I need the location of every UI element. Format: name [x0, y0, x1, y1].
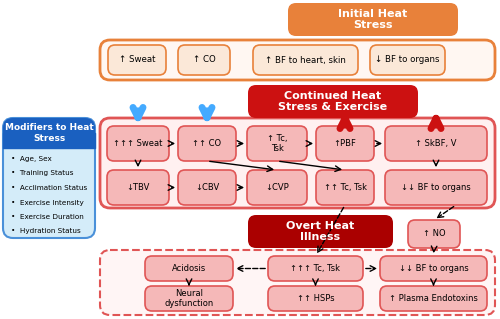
Text: •  Age, Sex: • Age, Sex: [11, 156, 52, 162]
FancyBboxPatch shape: [100, 40, 495, 80]
Text: •  Hydration Status: • Hydration Status: [11, 228, 81, 234]
FancyBboxPatch shape: [268, 286, 363, 311]
Text: Modifiers to Heat
Stress: Modifiers to Heat Stress: [4, 123, 94, 143]
Text: Acidosis: Acidosis: [172, 264, 206, 273]
Text: Continued Heat
Stress & Exercise: Continued Heat Stress & Exercise: [278, 91, 388, 112]
Text: ↑ Plasma Endotoxins: ↑ Plasma Endotoxins: [389, 294, 478, 303]
Text: ↑ NO: ↑ NO: [422, 229, 446, 239]
Text: ↓↓ BF to organs: ↓↓ BF to organs: [401, 183, 471, 192]
Text: Overt Heat
Illness: Overt Heat Illness: [286, 221, 354, 242]
FancyBboxPatch shape: [100, 250, 495, 315]
Text: Neural
dysfunction: Neural dysfunction: [164, 289, 214, 308]
Text: ↑↑ HSPs: ↑↑ HSPs: [296, 294, 335, 303]
FancyBboxPatch shape: [385, 170, 487, 205]
FancyBboxPatch shape: [3, 118, 95, 148]
Text: ↑ Sweat: ↑ Sweat: [119, 56, 155, 64]
Text: ↑↑ Tc, Tsk: ↑↑ Tc, Tsk: [324, 183, 366, 192]
FancyBboxPatch shape: [380, 256, 487, 281]
Text: •  Exercise Intensity: • Exercise Intensity: [11, 199, 84, 205]
FancyBboxPatch shape: [247, 126, 307, 161]
Text: ↑ BF to heart, skin: ↑ BF to heart, skin: [265, 56, 346, 64]
Text: ↓CVP: ↓CVP: [265, 183, 289, 192]
Text: ↓ BF to organs: ↓ BF to organs: [375, 56, 440, 64]
Text: ↑↑ CO: ↑↑ CO: [192, 139, 222, 148]
FancyBboxPatch shape: [107, 126, 169, 161]
Text: ↑ SkBF, V: ↑ SkBF, V: [415, 139, 457, 148]
FancyBboxPatch shape: [385, 126, 487, 161]
Text: ↑↑↑ Sweat: ↑↑↑ Sweat: [114, 139, 162, 148]
FancyBboxPatch shape: [108, 45, 166, 75]
FancyBboxPatch shape: [178, 45, 230, 75]
Text: •  Acclimation Status: • Acclimation Status: [11, 185, 88, 191]
Text: ↑ Tc,
Tsk: ↑ Tc, Tsk: [267, 134, 287, 153]
Text: ↑ CO: ↑ CO: [192, 56, 216, 64]
FancyBboxPatch shape: [248, 85, 418, 118]
Text: Initial Heat
Stress: Initial Heat Stress: [338, 9, 407, 30]
Text: ↓TBV: ↓TBV: [126, 183, 150, 192]
FancyBboxPatch shape: [3, 118, 95, 238]
FancyBboxPatch shape: [145, 256, 233, 281]
FancyBboxPatch shape: [248, 215, 393, 248]
FancyBboxPatch shape: [107, 170, 169, 205]
FancyBboxPatch shape: [145, 286, 233, 311]
Text: ↑PBF: ↑PBF: [334, 139, 356, 148]
Text: ↓↓ BF to organs: ↓↓ BF to organs: [398, 264, 468, 273]
FancyBboxPatch shape: [253, 45, 358, 75]
Text: •  Exercise Duration: • Exercise Duration: [11, 214, 84, 220]
Text: ↓CBV: ↓CBV: [195, 183, 219, 192]
FancyBboxPatch shape: [178, 170, 236, 205]
FancyBboxPatch shape: [408, 220, 460, 248]
FancyBboxPatch shape: [380, 286, 487, 311]
FancyBboxPatch shape: [100, 118, 495, 208]
FancyBboxPatch shape: [247, 170, 307, 205]
Text: ↑↑↑ Tc, Tsk: ↑↑↑ Tc, Tsk: [290, 264, 341, 273]
FancyBboxPatch shape: [316, 170, 374, 205]
FancyBboxPatch shape: [268, 256, 363, 281]
Text: •  Training Status: • Training Status: [11, 170, 74, 176]
FancyBboxPatch shape: [178, 126, 236, 161]
FancyBboxPatch shape: [316, 126, 374, 161]
FancyBboxPatch shape: [288, 3, 458, 36]
FancyBboxPatch shape: [370, 45, 445, 75]
